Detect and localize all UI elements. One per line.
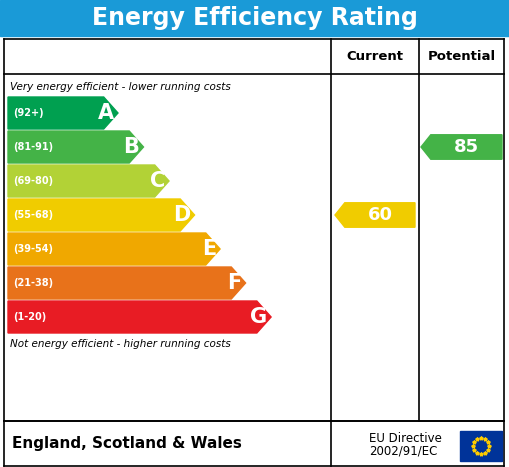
Bar: [460, 431, 502, 461]
Text: 85: 85: [454, 138, 479, 156]
Text: (92+): (92+): [13, 108, 44, 118]
Text: E: E: [202, 239, 216, 259]
Text: (1-20): (1-20): [13, 312, 46, 322]
Text: Current: Current: [347, 50, 404, 63]
Text: C: C: [150, 171, 165, 191]
Text: F: F: [228, 273, 242, 293]
Text: (55-68): (55-68): [13, 210, 53, 220]
Text: D: D: [173, 205, 190, 225]
Text: (81-91): (81-91): [13, 142, 53, 152]
Polygon shape: [8, 267, 245, 299]
Polygon shape: [8, 233, 220, 265]
Text: A: A: [98, 103, 114, 123]
Polygon shape: [8, 165, 169, 197]
Text: 2002/91/EC: 2002/91/EC: [369, 444, 437, 457]
Text: EU Directive: EU Directive: [369, 432, 442, 445]
Text: G: G: [250, 307, 267, 327]
Text: Potential: Potential: [428, 50, 496, 63]
Text: B: B: [124, 137, 139, 157]
Text: (69-80): (69-80): [13, 176, 53, 186]
Text: (21-38): (21-38): [13, 278, 53, 288]
Polygon shape: [421, 135, 502, 159]
Polygon shape: [335, 203, 415, 227]
Polygon shape: [8, 301, 271, 333]
Polygon shape: [8, 97, 118, 129]
Polygon shape: [8, 131, 144, 163]
Text: Not energy efficient - higher running costs: Not energy efficient - higher running co…: [10, 339, 231, 349]
Text: (39-54): (39-54): [13, 244, 53, 254]
Text: Energy Efficiency Rating: Energy Efficiency Rating: [92, 6, 417, 30]
Text: Very energy efficient - lower running costs: Very energy efficient - lower running co…: [10, 82, 231, 92]
Bar: [0, 0, 509, 36]
Text: England, Scotland & Wales: England, Scotland & Wales: [12, 436, 242, 451]
Polygon shape: [8, 199, 194, 231]
Text: 60: 60: [367, 206, 392, 224]
